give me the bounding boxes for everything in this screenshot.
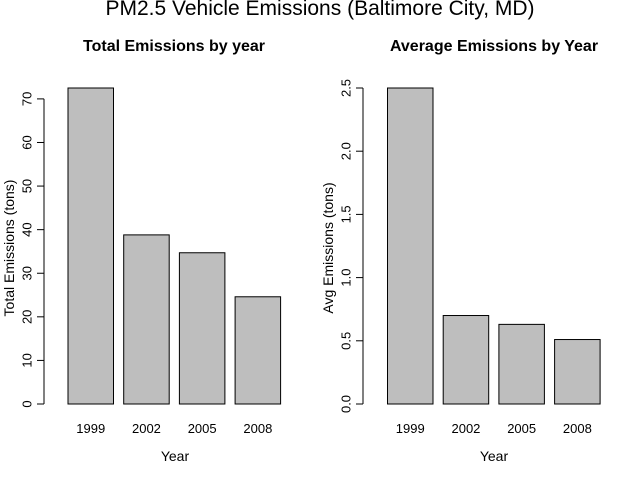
x-axis-label: Year [480, 448, 509, 464]
x-tick-label: 2008 [243, 421, 272, 436]
x-tick-label: 2005 [507, 421, 536, 436]
bar-2002 [123, 234, 170, 405]
total-emissions-panel: Total Emissions by year Year Total Emiss… [1, 38, 282, 464]
y-tick-label: 70 [19, 92, 34, 106]
x-tick-label: 2008 [563, 421, 592, 436]
y-axis-label: Avg Emissions (tons) [320, 182, 336, 313]
bar-2008 [234, 296, 282, 405]
y-tick-label: 1.0 [338, 269, 353, 287]
y-tick-label: 1.5 [338, 205, 353, 223]
y-tick-label: 0.5 [338, 332, 353, 350]
x-axis-label: Year [161, 448, 190, 464]
y-tick-label: 2.5 [338, 79, 353, 97]
y-tick-label: 0.0 [338, 395, 353, 413]
x-tick-label: 2002 [451, 421, 480, 436]
y-tick-label: 30 [19, 266, 34, 280]
bar-2005 [498, 323, 545, 405]
panel-title: Average Emissions by Year [390, 38, 598, 55]
y-tick-label: 50 [19, 179, 34, 193]
y-tick-label: 10 [19, 353, 34, 367]
y-tick-label: 60 [19, 135, 34, 149]
y-tick-label: 20 [19, 310, 34, 324]
x-tick-label: 2002 [132, 421, 161, 436]
panel-title: Total Emissions by year [83, 38, 265, 55]
figure-title: PM2.5 Vehicle Emissions (Baltimore City,… [105, 0, 534, 20]
bar-2005 [178, 252, 226, 405]
x-tick-label: 1999 [396, 421, 425, 436]
y-axis-label: Total Emissions (tons) [1, 180, 17, 317]
average-emissions-panel: Average Emissions by Year Year Avg Emiss… [320, 38, 601, 464]
y-tick-label: 40 [19, 222, 34, 236]
y-tick-label: 2.0 [338, 142, 353, 160]
bar-2002 [442, 315, 490, 405]
bar-1999 [387, 87, 434, 405]
x-tick-label: 1999 [76, 421, 105, 436]
x-tick-label: 2005 [188, 421, 217, 436]
bar-1999 [67, 87, 114, 405]
y-tick-label: 0 [19, 400, 34, 407]
bar-2008 [554, 339, 601, 405]
